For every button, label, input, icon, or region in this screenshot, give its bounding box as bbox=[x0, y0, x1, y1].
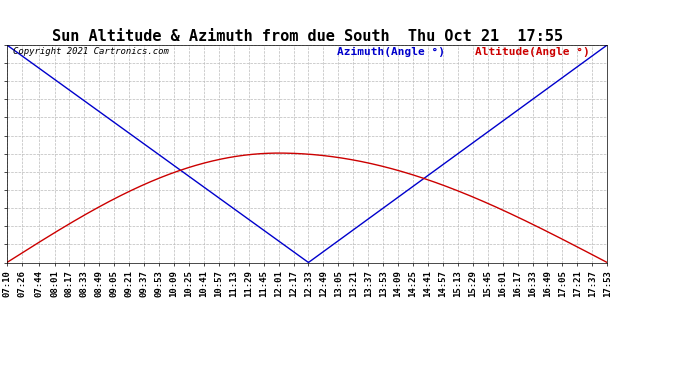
Text: Altitude(Angle °): Altitude(Angle °) bbox=[475, 47, 590, 57]
Text: Azimuth(Angle °): Azimuth(Angle °) bbox=[337, 47, 445, 57]
Text: Copyright 2021 Cartronics.com: Copyright 2021 Cartronics.com bbox=[13, 47, 169, 56]
Title: Sun Altitude & Azimuth from due South  Thu Oct 21  17:55: Sun Altitude & Azimuth from due South Th… bbox=[52, 29, 562, 44]
